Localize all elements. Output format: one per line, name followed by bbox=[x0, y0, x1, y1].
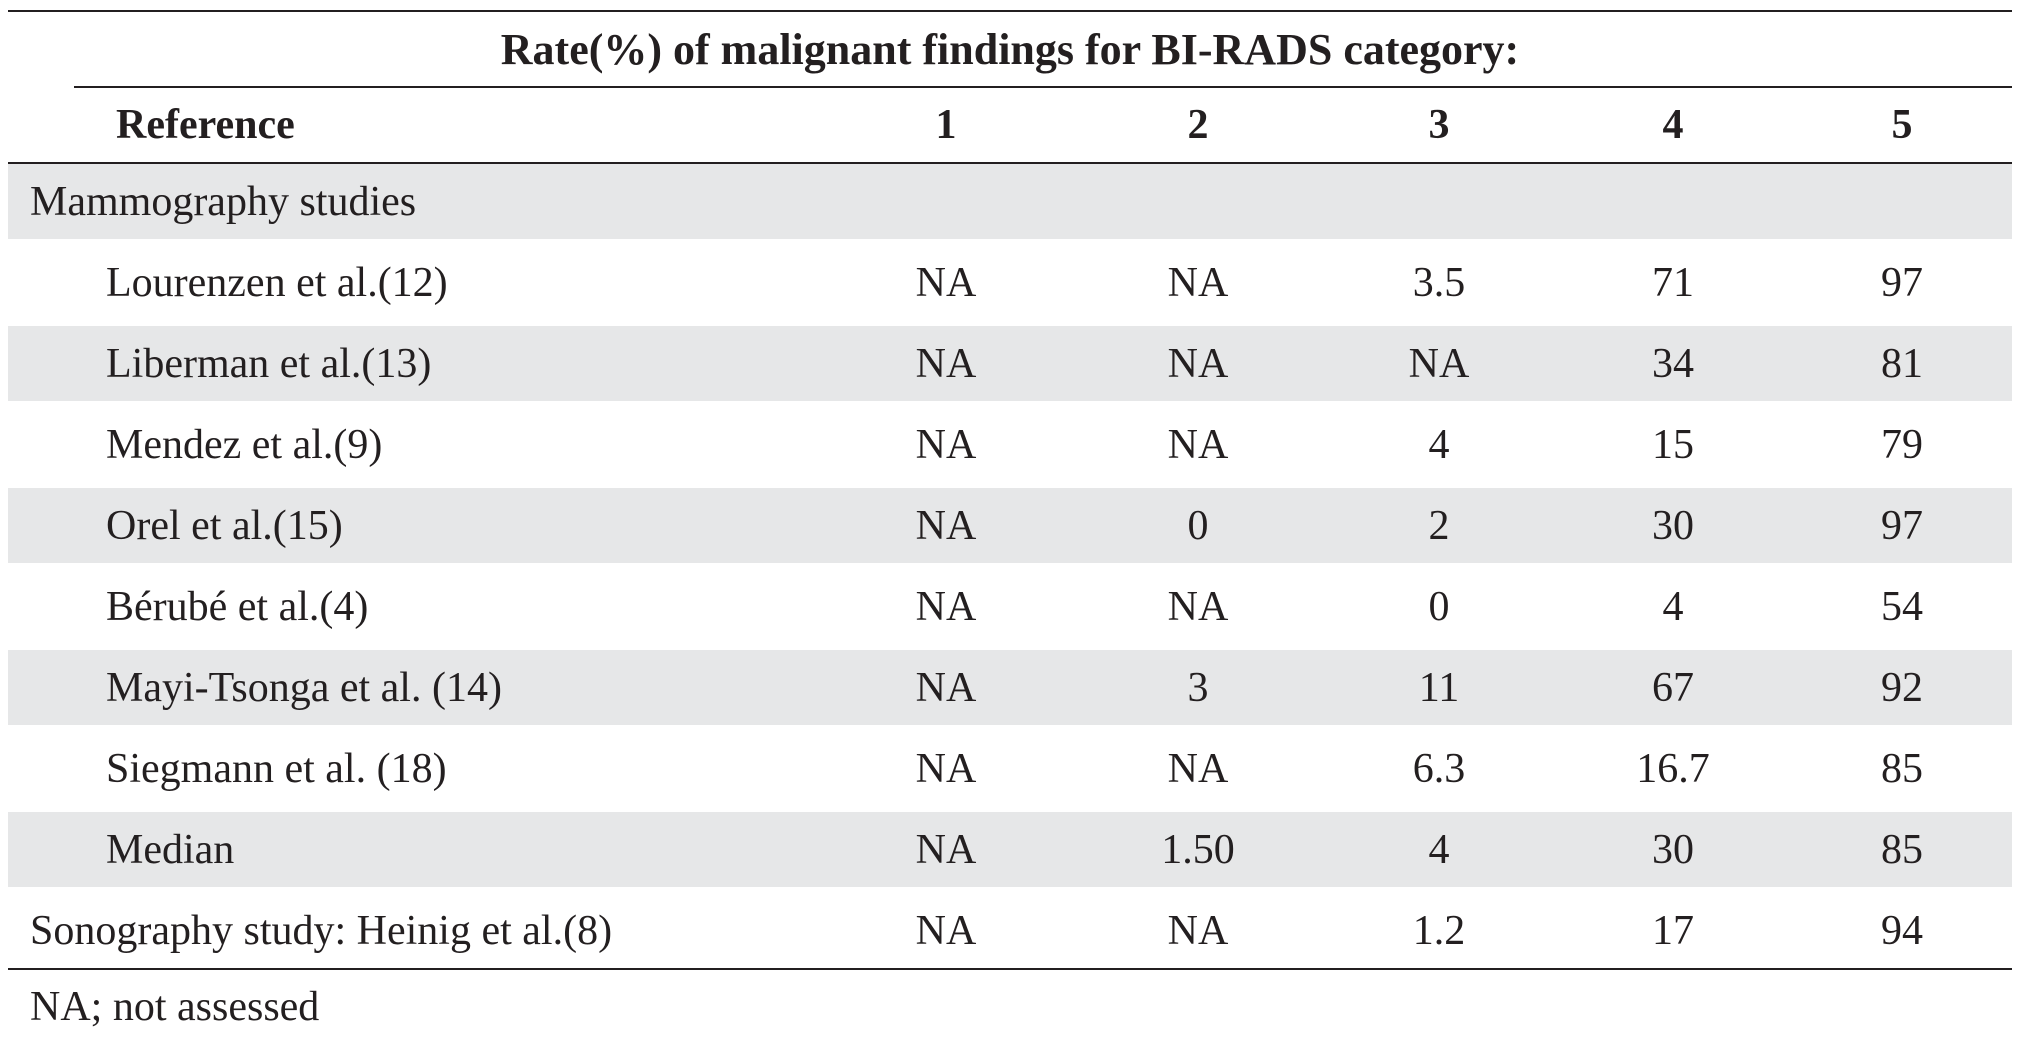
cell-category-3: 2 bbox=[1324, 482, 1554, 566]
table-row: Siegmann et al. (18) NA NA 6.3 16.7 85 bbox=[8, 725, 2012, 809]
table-row: Mayi-Tsonga et al. (14) NA 3 11 67 92 bbox=[8, 644, 2012, 728]
cell-category-3: 0 bbox=[1324, 563, 1554, 647]
header-category-4: 4 bbox=[1662, 102, 1684, 148]
caption-rule bbox=[74, 86, 2012, 88]
group-row-mammography: Mammography studies bbox=[8, 163, 2012, 242]
cell-category-2: 3 bbox=[1072, 644, 1324, 728]
cell-category-4: 71 bbox=[1554, 239, 1792, 323]
table-row-sonography: Sonography study: Heinig et al.(8) NA NA… bbox=[8, 887, 2012, 970]
table-row: Liberman et al.(13) NA NA NA 34 81 bbox=[8, 320, 2012, 404]
cell-category-4: 34 bbox=[1554, 320, 1792, 404]
cell-category-1: NA bbox=[820, 563, 1072, 647]
cell-category-5: 97 bbox=[1792, 482, 2012, 566]
row-reference: Median bbox=[8, 806, 820, 890]
cell-category-1: NA bbox=[820, 239, 1072, 323]
cell-category-5: 81 bbox=[1792, 320, 2012, 404]
cell-category-2: NA bbox=[1072, 725, 1324, 809]
row-reference: Mayi-Tsonga et al. (14) bbox=[8, 644, 820, 728]
table-row: Lourenzen et al.(12) NA NA 3.5 71 97 bbox=[8, 239, 2012, 323]
table-row: Mendez et al.(9) NA NA 4 15 79 bbox=[8, 401, 2012, 485]
cell-category-4: 67 bbox=[1554, 644, 1792, 728]
cell-category-4: 16.7 bbox=[1554, 725, 1792, 809]
cell-category-1: NA bbox=[820, 482, 1072, 566]
cell-category-3: NA bbox=[1324, 320, 1554, 404]
cell-category-2: NA bbox=[1072, 239, 1324, 323]
cell-category-3: 4 bbox=[1324, 806, 1554, 890]
table-caption: Rate(%) of malignant findings for BI-RAD… bbox=[500, 24, 1520, 74]
cell-category-5: 94 bbox=[1792, 887, 2012, 970]
cell-category-4: 17 bbox=[1554, 887, 1792, 970]
table-row: Bérubé et al.(4) NA NA 0 4 54 bbox=[8, 563, 2012, 647]
cell-category-5: 85 bbox=[1792, 725, 2012, 809]
cell-category-2: 1.50 bbox=[1072, 806, 1324, 890]
header-reference: Reference bbox=[116, 102, 295, 148]
cell-category-2: 0 bbox=[1072, 482, 1324, 566]
cell-category-1: NA bbox=[820, 644, 1072, 728]
header-category-2: 2 bbox=[1187, 102, 1209, 148]
cell-category-4: 15 bbox=[1554, 401, 1792, 485]
cell-category-1: NA bbox=[820, 320, 1072, 404]
cell-category-3: 4 bbox=[1324, 401, 1554, 485]
cell-category-1: NA bbox=[820, 887, 1072, 970]
cell-category-5: 54 bbox=[1792, 563, 2012, 647]
header-category-5: 5 bbox=[1891, 102, 1913, 148]
results-table-container: Rate(%) of malignant findings for BI-RAD… bbox=[8, 10, 2012, 1044]
header-row: Reference 1 2 3 4 5 bbox=[8, 88, 2012, 163]
cell-category-3: 6.3 bbox=[1324, 725, 1554, 809]
group-label: Mammography studies bbox=[8, 163, 2012, 242]
cell-category-2: NA bbox=[1072, 401, 1324, 485]
row-reference: Lourenzen et al.(12) bbox=[8, 239, 820, 323]
row-reference: Orel et al.(15) bbox=[8, 482, 820, 566]
header-category-3: 3 bbox=[1428, 102, 1450, 148]
cell-category-5: 97 bbox=[1792, 239, 2012, 323]
cell-category-5: 85 bbox=[1792, 806, 2012, 890]
cell-category-1: NA bbox=[820, 725, 1072, 809]
cell-category-4: 30 bbox=[1554, 806, 1792, 890]
cell-category-1: NA bbox=[820, 401, 1072, 485]
cell-category-2: NA bbox=[1072, 887, 1324, 970]
cell-category-2: NA bbox=[1072, 563, 1324, 647]
cell-category-5: 92 bbox=[1792, 644, 2012, 728]
cell-category-2: NA bbox=[1072, 320, 1324, 404]
birads-table: Reference 1 2 3 4 5 Mammography studies … bbox=[8, 88, 2012, 970]
row-reference: Bérubé et al.(4) bbox=[8, 563, 820, 647]
table-footnote: NA; not assessed bbox=[30, 984, 320, 1030]
cell-category-4: 4 bbox=[1554, 563, 1792, 647]
cell-category-4: 30 bbox=[1554, 482, 1792, 566]
cell-category-3: 1.2 bbox=[1324, 887, 1554, 970]
table-row: Orel et al.(15) NA 0 2 30 97 bbox=[8, 482, 2012, 566]
top-rule bbox=[8, 10, 2012, 12]
table-row-median: Median NA 1.50 4 30 85 bbox=[8, 806, 2012, 890]
cell-category-3: 3.5 bbox=[1324, 239, 1554, 323]
cell-category-1: NA bbox=[820, 806, 1072, 890]
row-reference: Liberman et al.(13) bbox=[8, 320, 820, 404]
cell-category-3: 11 bbox=[1324, 644, 1554, 728]
row-reference: Siegmann et al. (18) bbox=[8, 725, 820, 809]
row-reference: Mendez et al.(9) bbox=[8, 401, 820, 485]
cell-category-5: 79 bbox=[1792, 401, 2012, 485]
header-category-1: 1 bbox=[935, 102, 957, 148]
row-reference: Sonography study: Heinig et al.(8) bbox=[8, 887, 820, 970]
